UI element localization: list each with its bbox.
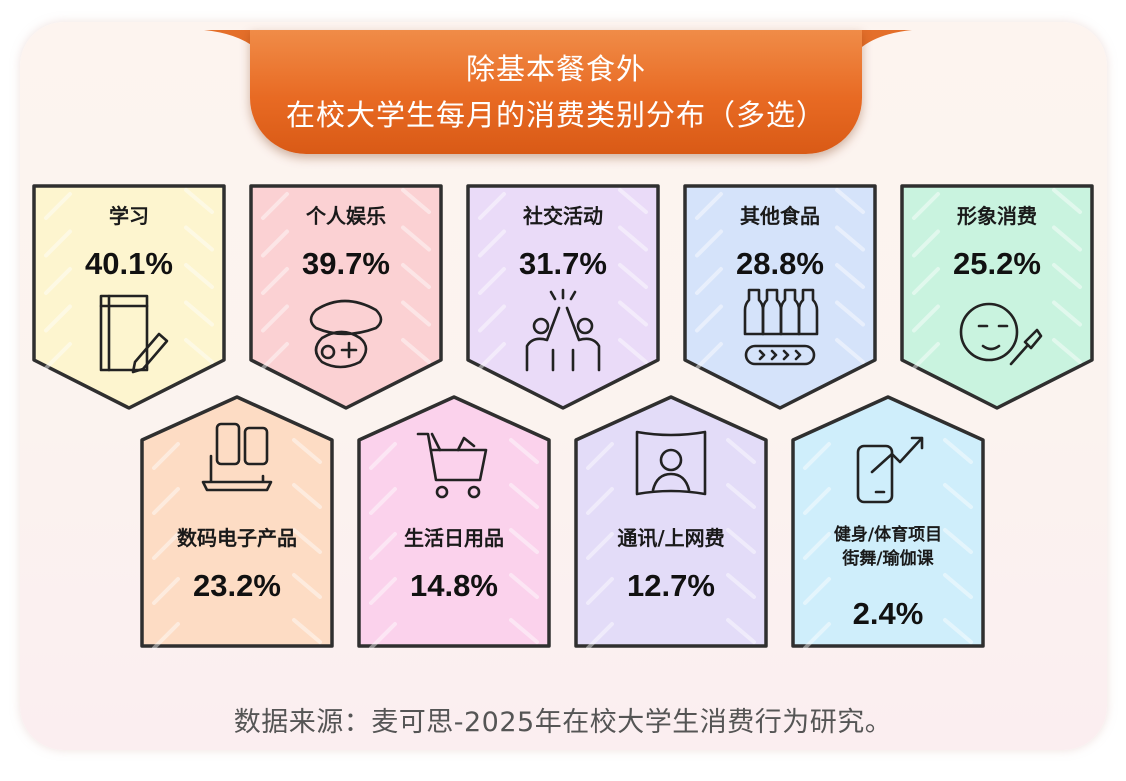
category-value: 25.2% [953, 246, 1041, 281]
high-five-icon [525, 288, 601, 372]
category-value: 14.8% [410, 568, 498, 603]
tile-hatch [478, 188, 648, 370]
category-label: 形象消费 [957, 204, 1037, 228]
category-tile: 其他食品 28.8% [683, 184, 877, 410]
category-tile-shape [357, 395, 551, 648]
phone-trend-icon [856, 436, 924, 504]
devices-icon [201, 422, 273, 492]
category-tile: 数码电子产品 23.2% [140, 395, 334, 650]
category-tile-shape [574, 395, 768, 648]
tile-hatch [369, 438, 539, 650]
category-label: 社交活动 [522, 204, 603, 228]
category-tile: 通讯/上网费 12.7% [574, 395, 768, 650]
category-value: 40.1% [85, 246, 173, 281]
category-tile-shape [900, 184, 1094, 410]
chart-title-line-2: 在校大学生每月的消费类别分布（多选） [285, 98, 826, 132]
category-label: 生活日用品 [404, 526, 504, 550]
category-value: 39.7% [302, 246, 390, 281]
category-label: 健身/体育项目 [834, 524, 942, 545]
category-tile-shape [140, 395, 334, 648]
category-tile-shape [791, 395, 985, 648]
category-value: 31.7% [519, 246, 607, 281]
category-label: 其他食品 [740, 204, 820, 228]
category-tile-shape [683, 184, 877, 410]
shopping-cart-icon [416, 432, 488, 499]
tile-hatch [152, 438, 322, 650]
category-value: 23.2% [193, 568, 281, 603]
tile-hatch [803, 438, 973, 650]
book-pencil-icon [99, 294, 169, 374]
face-makeup-icon [959, 302, 1043, 366]
category-label: 数码电子产品 [177, 526, 297, 550]
category-label: 个人娱乐 [305, 204, 386, 228]
title-banner [250, 30, 862, 154]
category-label: 街舞/瑜伽课 [841, 548, 934, 569]
category-value: 12.7% [627, 568, 715, 603]
tile-hatch [695, 188, 865, 370]
chart-title-line-1: 除基本餐食外 [465, 52, 646, 86]
category-tile-shape [249, 184, 443, 410]
category-tile: 个人娱乐 39.7% [249, 184, 443, 410]
category-tile: 社交活动 31.7% [466, 184, 660, 410]
tile-hatch [44, 188, 214, 370]
category-label: 通讯/上网费 [617, 526, 724, 550]
gamepad-icon [309, 299, 383, 369]
category-value: 28.8% [736, 246, 824, 281]
category-value: 2.4% [853, 596, 924, 631]
tile-hatch [261, 188, 431, 370]
category-tile: 学习 40.1% [32, 184, 226, 410]
data-source-note: 数据来源：麦可思-2025年在校大学生消费行为研究。 [233, 707, 893, 738]
bottles-food-icon [743, 288, 819, 366]
tile-hatch [586, 438, 756, 650]
category-tile: 生活日用品 14.8% [357, 395, 551, 650]
video-call-icon [635, 430, 707, 496]
category-label: 学习 [109, 204, 149, 228]
tile-hatch [912, 188, 1082, 370]
category-tile: 形象消费 25.2% [900, 184, 1094, 410]
